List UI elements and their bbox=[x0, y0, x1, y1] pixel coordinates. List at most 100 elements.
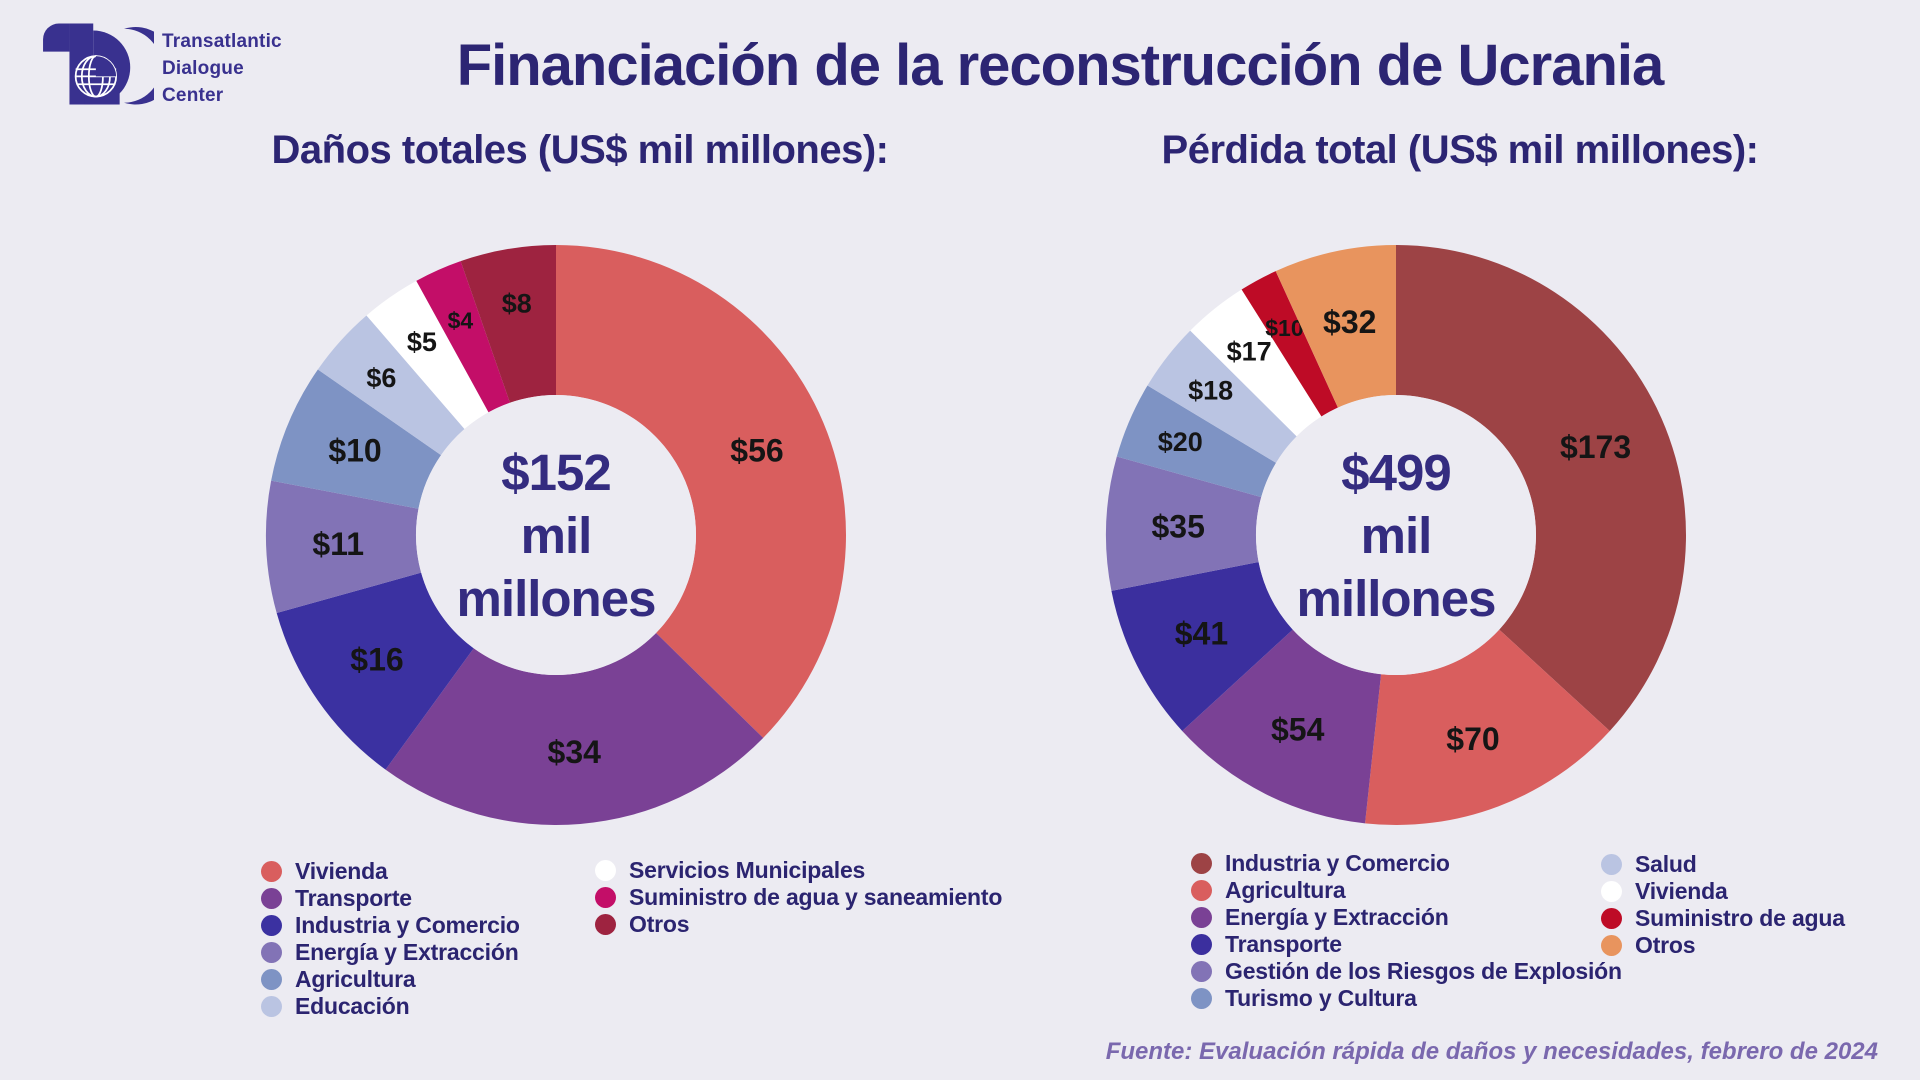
legend-label: Servicios Municipales bbox=[629, 857, 866, 883]
segment-value-label: $173 bbox=[1560, 429, 1631, 465]
legend-damages-column-2: Servicios Municipales Suministro de agua … bbox=[595, 857, 1002, 938]
chart-title-damages: Daños totales (US$ mil millones): bbox=[271, 128, 889, 172]
donut-segment-turismo-y-cultura bbox=[1116, 385, 1277, 498]
legend-label: Agricultura bbox=[1225, 877, 1346, 903]
legend-swatch-icon bbox=[1601, 908, 1622, 929]
donut-segment-otros bbox=[460, 245, 556, 403]
donut-total-damages: $152 mil millones bbox=[406, 425, 706, 645]
source-note: Fuente: Evaluación rápida de daños y nec… bbox=[1105, 1038, 1878, 1065]
legend-label: Salud bbox=[1635, 851, 1697, 877]
legend-losses-column-2: Salud Vivienda Suministro de agua Otros bbox=[1601, 851, 1845, 959]
legend-item: Industria y Comercio bbox=[1191, 850, 1622, 877]
donut-hole bbox=[416, 395, 696, 675]
segment-value-label: $32 bbox=[1323, 304, 1376, 340]
legend-swatch-icon bbox=[1601, 854, 1622, 875]
legend-item: Agricultura bbox=[1191, 877, 1622, 904]
legend-label: Energía y Extracción bbox=[1225, 904, 1449, 930]
legend-item: Suministro de agua y saneamiento bbox=[595, 884, 1002, 911]
legend-swatch-icon bbox=[261, 942, 282, 963]
legend-label: Educación bbox=[295, 993, 410, 1019]
donut-segment-suministro-de-agua-y-saneamiento bbox=[416, 261, 510, 413]
segment-value-label: $41 bbox=[1175, 615, 1228, 651]
legend-swatch-icon bbox=[1191, 934, 1212, 955]
legend-label: Otros bbox=[629, 911, 690, 937]
legend-item: Suministro de agua bbox=[1601, 905, 1845, 932]
segment-value-label: $70 bbox=[1446, 721, 1499, 757]
legend-swatch-icon bbox=[1191, 853, 1212, 874]
legend-swatch-icon bbox=[1191, 961, 1212, 982]
legend-label: Industria y Comercio bbox=[1225, 850, 1450, 876]
logo-line-1: Transatlantic bbox=[162, 31, 282, 52]
donut-center-line: $499 bbox=[1341, 443, 1451, 501]
legend-item: Salud bbox=[1601, 851, 1845, 878]
legend-label: Gestión de los Riesgos de Explosión bbox=[1225, 958, 1622, 984]
chart-title-losses: Pérdida total (US$ mil millones): bbox=[1161, 128, 1759, 172]
legend-label: Transporte bbox=[1225, 931, 1342, 957]
donut-segment-energ-a-y-extracci-n bbox=[266, 480, 422, 613]
donut-segment-agricultura bbox=[1365, 629, 1610, 825]
legend-swatch-icon bbox=[1601, 935, 1622, 956]
legend-label: Otros bbox=[1635, 932, 1696, 958]
legend-item: Energía y Extracción bbox=[261, 939, 520, 966]
legend-item: Turismo y Cultura bbox=[1191, 985, 1622, 1012]
legend-losses-column-1: Industria y Comercio Agricultura Energía y… bbox=[1191, 850, 1622, 1012]
donut-total-losses: $499 mil millones bbox=[1246, 425, 1546, 645]
segment-value-label: $10 bbox=[328, 433, 381, 469]
page-title: Financiación de la reconstrucción de Ucr… bbox=[456, 33, 1665, 98]
legend-item: Vivienda bbox=[261, 858, 520, 885]
legend-swatch-icon bbox=[595, 860, 616, 881]
segment-value-label: $4 bbox=[448, 307, 474, 333]
donut-segment-vivienda bbox=[1190, 289, 1322, 437]
legend-item: Otros bbox=[595, 911, 1002, 938]
segment-value-label: $35 bbox=[1151, 508, 1204, 544]
donut-segment-servicios-municipales bbox=[366, 280, 489, 430]
donut-segment-agricultura bbox=[271, 369, 442, 509]
legend-item: Agricultura bbox=[261, 966, 520, 993]
legend-swatch-icon bbox=[261, 888, 282, 909]
segment-value-label: $16 bbox=[350, 641, 403, 677]
legend-item: Vivienda bbox=[1601, 878, 1845, 905]
donut-chart-damages: $56 $34 $16 $11 $10 $6 $5 $4 $8 bbox=[266, 245, 846, 825]
legend-swatch-icon bbox=[261, 915, 282, 936]
legend-swatch-icon bbox=[1191, 988, 1212, 1009]
legend-label: Transporte bbox=[295, 885, 412, 911]
donut-segment-gesti-n-de-los-riesgos-de-explosi-n bbox=[1106, 456, 1262, 591]
legend-item: Transporte bbox=[261, 885, 520, 912]
legend-label: Energía y Extracción bbox=[295, 939, 519, 965]
segment-value-label: $54 bbox=[1271, 712, 1325, 748]
donut-segment-vivienda bbox=[556, 245, 846, 738]
logo-wordmark: Transatlantic Dialogue Center bbox=[162, 28, 282, 109]
legend-swatch-icon bbox=[595, 887, 616, 908]
legend-label: Vivienda bbox=[1635, 878, 1728, 904]
donut-segment-suministro-de-agua bbox=[1241, 271, 1338, 417]
donut-center-line: mil bbox=[520, 506, 593, 564]
legend-item: Transporte bbox=[1191, 931, 1622, 958]
segment-value-label: $6 bbox=[366, 363, 396, 393]
donut-segment-industria-y-comercio bbox=[276, 572, 474, 770]
logo-line-2: Dialogue bbox=[162, 58, 244, 79]
segment-value-label: $56 bbox=[730, 433, 783, 469]
donut-chart-losses: $173 $70 $54 $41 $35 $20 $18 $17$10 $32 bbox=[1106, 245, 1686, 825]
donut-segment-transporte bbox=[1111, 561, 1293, 731]
legend-label: Industria y Comercio bbox=[295, 912, 520, 938]
legend-swatch-icon bbox=[595, 914, 616, 935]
segment-value-label: $20 bbox=[1158, 427, 1203, 457]
legend-label: Agricultura bbox=[295, 966, 416, 992]
logo-line-3: Center bbox=[162, 85, 224, 106]
legend-swatch-icon bbox=[261, 969, 282, 990]
legend-label: Turismo y Cultura bbox=[1225, 985, 1417, 1011]
legend-swatch-icon bbox=[1191, 880, 1212, 901]
donut-segment-industria-y-comercio bbox=[1396, 245, 1686, 731]
donut-center-line: $152 bbox=[501, 443, 611, 501]
segment-value-label: $8 bbox=[502, 288, 532, 318]
donut-segment-transporte bbox=[385, 632, 764, 825]
segment-value-label: $10 bbox=[1265, 315, 1303, 341]
segment-value-label: $17 bbox=[1227, 337, 1272, 367]
tdc-logo-icon bbox=[43, 23, 154, 105]
legend-item: Servicios Municipales bbox=[595, 857, 1002, 884]
legend-item: Energía y Extracción bbox=[1191, 904, 1622, 931]
donut-center-line: millones bbox=[1296, 569, 1497, 627]
donut-segment-salud bbox=[1147, 330, 1297, 463]
legend-label: Suministro de agua bbox=[1635, 905, 1845, 931]
